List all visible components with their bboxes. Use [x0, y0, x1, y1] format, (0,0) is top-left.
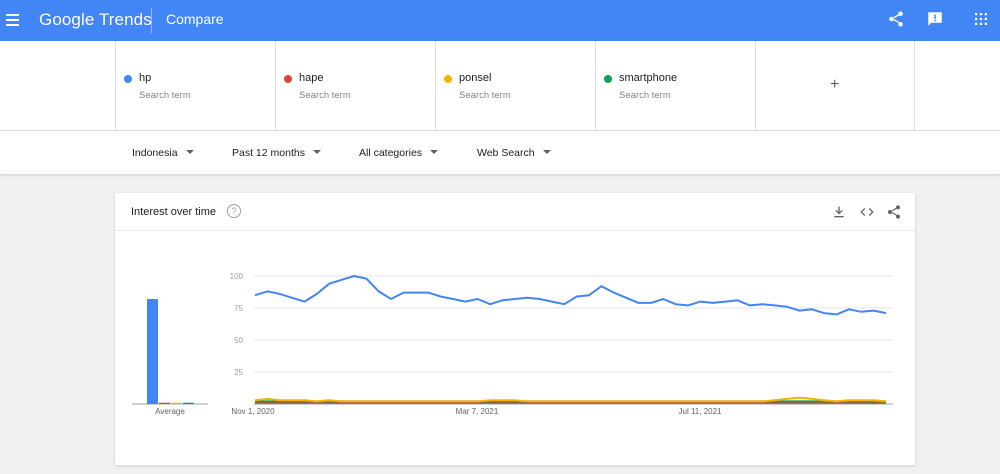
- add-term-button[interactable]: +: [755, 41, 915, 130]
- feedback-icon[interactable]: [926, 10, 944, 28]
- menu-icon[interactable]: [6, 10, 24, 30]
- category-dropdown[interactable]: All categories: [359, 147, 439, 159]
- term-name: ponsel: [459, 72, 492, 84]
- term-type: Search term: [619, 90, 671, 101]
- series-line-hp: [254, 275, 887, 316]
- appbar-divider: [151, 8, 152, 33]
- term-color-dot: [284, 75, 292, 83]
- average-bar-hape: [159, 402, 170, 404]
- term-smartphone[interactable]: smartphone Search term: [595, 41, 755, 130]
- term-type: Search term: [139, 90, 191, 101]
- compare-terms-bar: hp Search term hape Search term ponsel S…: [0, 41, 1000, 131]
- help-icon[interactable]: ?: [227, 204, 241, 218]
- term-name: hape: [299, 72, 324, 84]
- term-color-dot: [444, 75, 452, 83]
- plus-icon: +: [830, 76, 840, 93]
- google-trends-logo[interactable]: Google Trends: [39, 10, 152, 29]
- term-hp[interactable]: hp Search term: [115, 41, 275, 130]
- chevron-down-icon: [185, 150, 194, 155]
- x-tick-label: Nov 1, 2020: [231, 407, 275, 416]
- filters-bar: Indonesia Past 12 months All categories …: [0, 131, 1000, 175]
- category-label: All categories: [359, 147, 423, 159]
- y-tick-label: 100: [230, 272, 244, 281]
- term-hape[interactable]: hape Search term: [275, 41, 435, 130]
- time-range-dropdown[interactable]: Past 12 months: [232, 147, 321, 159]
- interest-chart[interactable]: 100 75 50 25 Nov 1, 2020 Mar 7, 2021 Jul 11, 2…: [115, 231, 915, 465]
- term-color-dot: [124, 75, 132, 83]
- search-type-label: Web Search: [477, 147, 535, 159]
- x-tick-label: Jul 11, 2021: [679, 407, 723, 416]
- card-header: Interest over time ?: [115, 193, 915, 231]
- share-icon[interactable]: [887, 10, 905, 28]
- chevron-down-icon: [312, 150, 321, 155]
- interest-over-time-card: Interest over time ? 100 75 50 25 Nov 1, 202…: [115, 193, 915, 465]
- series-line-ponsel: [254, 396, 887, 403]
- average-bar-smartphone: [183, 402, 194, 404]
- download-icon[interactable]: [831, 204, 847, 220]
- y-tick-label: 25: [234, 368, 243, 377]
- term-name: hp: [139, 72, 152, 84]
- term-ponsel[interactable]: ponsel Search term: [435, 41, 595, 130]
- region-label: Indonesia: [132, 147, 178, 159]
- card-title: Interest over time: [131, 206, 216, 218]
- chevron-down-icon: [430, 150, 439, 155]
- average-bar-hp: [147, 299, 158, 404]
- term-type: Search term: [459, 90, 511, 101]
- apps-icon[interactable]: [972, 10, 990, 28]
- page-title: Compare: [166, 11, 224, 27]
- chevron-down-icon: [542, 150, 551, 155]
- y-tick-label: 75: [234, 304, 243, 313]
- region-dropdown[interactable]: Indonesia: [132, 147, 194, 159]
- search-type-dropdown[interactable]: Web Search: [477, 147, 551, 159]
- term-type: Search term: [299, 90, 351, 101]
- y-tick-label: 50: [234, 336, 243, 345]
- term-color-dot: [604, 75, 612, 83]
- term-name: smartphone: [619, 72, 678, 84]
- interest-chart-svg: 100 75 50 25 Nov 1, 2020 Mar 7, 2021 Jul 11, 2…: [132, 272, 893, 416]
- average-label: Average: [155, 407, 185, 416]
- embed-icon[interactable]: [859, 204, 875, 220]
- x-tick-label: Mar 7, 2021: [456, 407, 499, 416]
- average-bar-ponsel: [171, 402, 182, 404]
- time-range-label: Past 12 months: [232, 147, 305, 159]
- app-bar: Google Trends Compare: [0, 0, 1000, 41]
- share-icon[interactable]: [886, 204, 902, 220]
